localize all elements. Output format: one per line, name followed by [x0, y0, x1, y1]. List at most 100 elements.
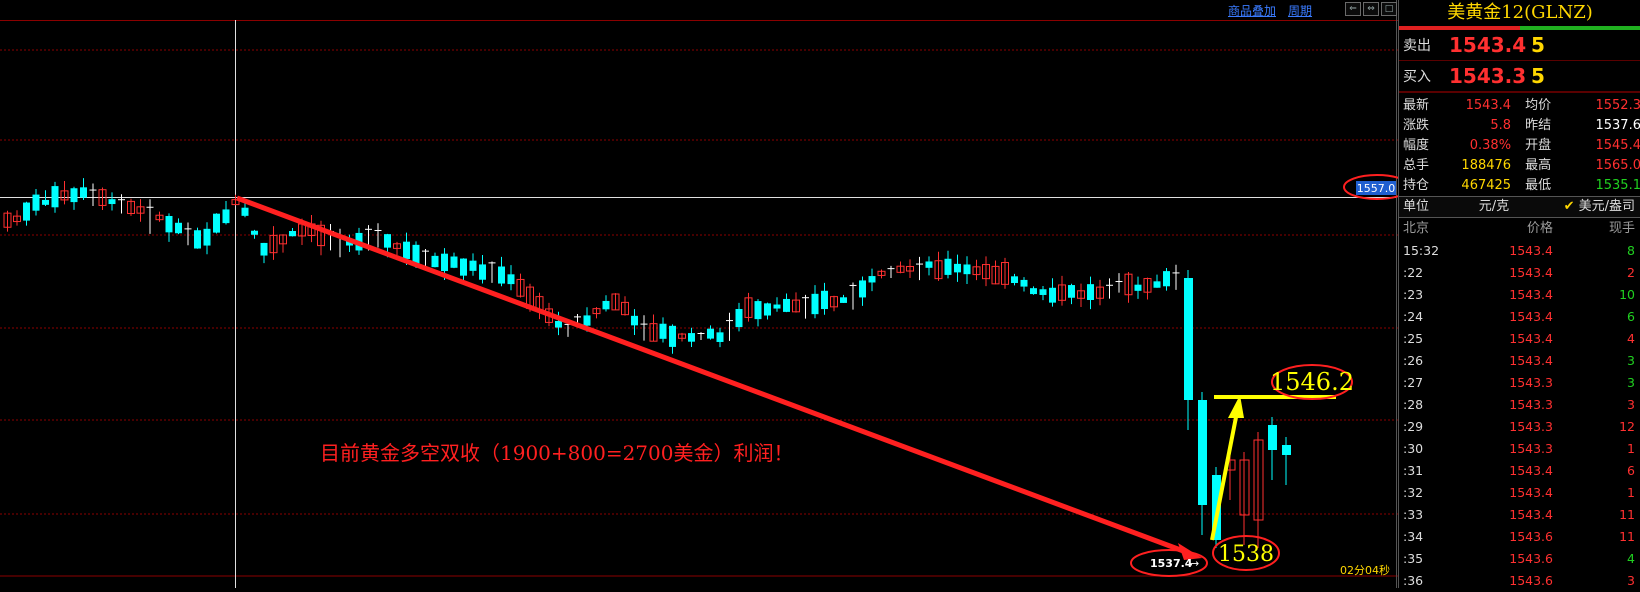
- candle-body: [611, 293, 620, 311]
- candle-body: [735, 309, 743, 328]
- tick-row[interactable]: :29 1543.3 12: [1399, 416, 1640, 438]
- candle-body: [441, 253, 448, 272]
- tick-row[interactable]: :33 1543.4 11: [1399, 504, 1640, 526]
- stat-value-2: 1537.6: [1595, 118, 1640, 133]
- trend-arrow-red: [236, 195, 1187, 555]
- stat-label-2: 最高: [1525, 158, 1552, 173]
- overlay-button[interactable]: 商品叠加: [1228, 4, 1277, 18]
- tick-volume: 11: [1619, 529, 1635, 544]
- candle-body: [51, 186, 59, 208]
- candle-body: [669, 325, 676, 347]
- candle-body: [165, 216, 173, 233]
- tick-volume: 6: [1627, 309, 1635, 324]
- candle-body: [773, 304, 781, 309]
- price-chart[interactable]: 1557.0 1537.4 → 1546.2 1538 目前黄金多空双收（190…: [0, 0, 1398, 588]
- tick-row[interactable]: :28 1543.3 3: [1399, 394, 1640, 416]
- stats-row: 涨跌 5.8 昨结 1537.6: [1399, 116, 1640, 136]
- candle-body: [574, 316, 581, 318]
- tick-volume: 12: [1619, 419, 1635, 434]
- stat-label-2: 均价: [1525, 98, 1552, 113]
- candle-body: [3, 212, 12, 228]
- tick-row[interactable]: :32 1543.4 1: [1399, 482, 1640, 504]
- tick-time: :29: [1403, 419, 1424, 434]
- candle-body: [934, 260, 943, 280]
- tick-volume: 3: [1627, 573, 1635, 588]
- tick-row[interactable]: :35 1543.6 4: [1399, 548, 1640, 570]
- candle-body: [479, 264, 486, 280]
- tick-time: :36: [1403, 573, 1424, 588]
- tick-row[interactable]: :22 1543.4 2: [1399, 262, 1640, 284]
- tick-row[interactable]: :30 1543.3 1: [1399, 438, 1640, 460]
- stat-value: 467425: [1461, 178, 1512, 193]
- tick-row[interactable]: 15:32 1543.4 8: [1399, 240, 1640, 262]
- ask-price: 1543.4: [1449, 33, 1527, 57]
- ticks-header: 北京 价格 现手: [1399, 218, 1640, 240]
- zoom-out-icon[interactable]: ⇐: [1345, 2, 1361, 16]
- restore-icon[interactable]: □: [1381, 2, 1397, 16]
- unit-row: 单位 元/克 ✔ 美元/盎司: [1399, 196, 1640, 218]
- tick-row[interactable]: :24 1543.4 6: [1399, 306, 1640, 328]
- tick-time: :23: [1403, 287, 1424, 302]
- candle-body: [346, 240, 353, 246]
- tick-price: 1543.4: [1509, 265, 1553, 280]
- candle-body: [840, 297, 847, 303]
- circle-cursor-tag: [1343, 174, 1398, 200]
- tick-row[interactable]: :26 1543.4 3: [1399, 350, 1640, 372]
- trend-arrow-yellow-head: [1228, 395, 1244, 418]
- candle-body: [697, 332, 705, 334]
- candle-body: [127, 200, 135, 215]
- tick-price: 1543.4: [1509, 331, 1553, 346]
- candle-body: [821, 290, 828, 310]
- unit-cny[interactable]: 元/克: [1478, 199, 1510, 214]
- tick-row[interactable]: :31 1543.4 6: [1399, 460, 1640, 482]
- stat-label: 最新: [1403, 98, 1430, 113]
- candle-body: [602, 300, 610, 310]
- tick-row[interactable]: :25 1543.4 4: [1399, 328, 1640, 350]
- tick-volume: 4: [1627, 331, 1635, 346]
- candle-body: [906, 265, 914, 272]
- tick-row[interactable]: :27 1543.3 3: [1399, 372, 1640, 394]
- candle-body: [289, 231, 296, 237]
- stat-label-2: 开盘: [1525, 138, 1552, 153]
- circle-high-label: 1546.2: [1270, 368, 1354, 396]
- circle-low: [1212, 535, 1280, 571]
- tick-row[interactable]: :23 1543.4 10: [1399, 284, 1640, 306]
- ask-row[interactable]: 卖出 1543.4 5: [1399, 30, 1640, 61]
- tick-price: 1543.3: [1509, 441, 1553, 456]
- candle-body: [564, 323, 572, 325]
- tick-time: :28: [1403, 397, 1424, 412]
- period-button[interactable]: 周期: [1288, 4, 1313, 18]
- tick-volume: 4: [1627, 551, 1635, 566]
- tick-row[interactable]: :36 1543.6 3: [1399, 570, 1640, 592]
- ask-label: 卖出: [1403, 38, 1431, 54]
- check-icon: ✔: [1563, 199, 1575, 214]
- cursor-price-tag-bg: [1356, 181, 1396, 195]
- candle-body: [925, 261, 933, 268]
- stat-label-2: 最低: [1525, 178, 1552, 193]
- ticks-list[interactable]: 15:32 1543.4 8:22 1543.4 2:23 1543.4 10:24 1543…: [1399, 240, 1640, 592]
- candle-body: [507, 274, 515, 285]
- ticks-header-time: 北京: [1403, 221, 1430, 236]
- candle-body: [688, 333, 695, 342]
- zoom-in-icon[interactable]: ⇔: [1363, 2, 1379, 16]
- tick-price: 1543.3: [1509, 419, 1553, 434]
- unit-usd: 美元/盎司: [1578, 199, 1635, 214]
- candle-body: [1077, 290, 1085, 299]
- tick-row[interactable]: :34 1543.6 11: [1399, 526, 1640, 548]
- candle-body: [317, 224, 325, 247]
- candle-body: [678, 333, 686, 339]
- unit-usd-option[interactable]: ✔ 美元/盎司: [1537, 197, 1640, 217]
- candle-body: [783, 298, 790, 312]
- candle-body: [811, 293, 819, 315]
- stat-value-2: 1535.1: [1595, 178, 1640, 193]
- tick-price: 1543.4: [1509, 507, 1553, 522]
- tick-volume: 6: [1627, 463, 1635, 478]
- candle-body: [498, 266, 505, 284]
- bid-row[interactable]: 买入 1543.3 5: [1399, 61, 1640, 92]
- low-price-tag-arrow: →: [1190, 557, 1199, 570]
- candle-body: [374, 229, 382, 231]
- stat-label: 总手: [1403, 158, 1430, 173]
- tick-time: :25: [1403, 331, 1424, 346]
- candle-body: [23, 202, 30, 221]
- tick-price: 1543.4: [1509, 485, 1553, 500]
